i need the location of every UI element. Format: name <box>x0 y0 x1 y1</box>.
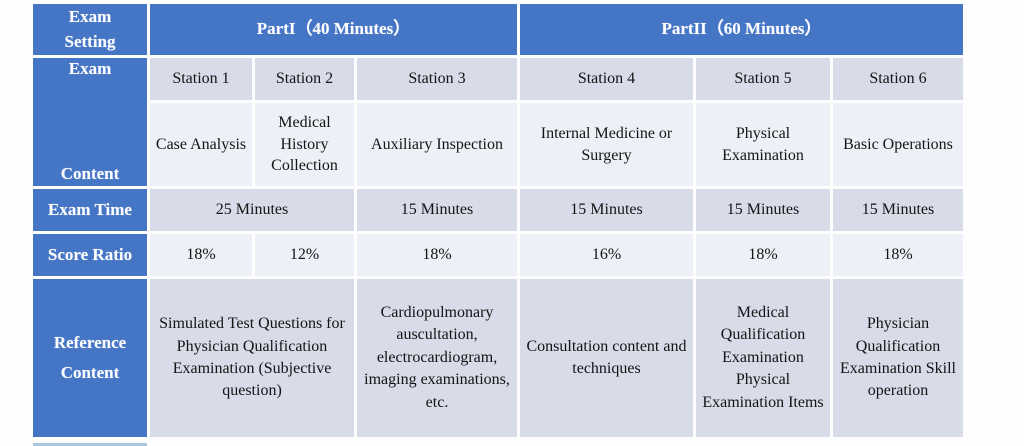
row-header-exam-time: Exam Time <box>33 189 147 231</box>
station-1-header: Station 1 <box>150 58 252 100</box>
station-5-header: Station 5 <box>696 58 830 100</box>
exam-schedule-table: Exam Setting PartI（40 Minutes） PartII（60… <box>33 4 963 437</box>
part2-header: PartII（60 Minutes） <box>520 4 963 55</box>
reference-stations-1-2: Simulated Test Questions for Physician Q… <box>150 279 354 437</box>
row-header-exam-content: Exam Content <box>33 58 147 186</box>
time-station-4: 15 Minutes <box>520 189 693 231</box>
row-header-score-ratio: Score Ratio <box>33 234 147 276</box>
content-station-4: Internal Medicine or Surgery <box>520 103 693 186</box>
station-3-header: Station 3 <box>357 58 517 100</box>
score-station-4: 16% <box>520 234 693 276</box>
station-6-header: Station 6 <box>833 58 963 100</box>
content-station-1: Case Analysis <box>150 103 252 186</box>
reference-station-4: Consultation content and techniques <box>520 279 693 437</box>
reference-station-3: Cardiopulmonary auscultation, electrocar… <box>357 279 517 437</box>
score-station-2: 12% <box>255 234 354 276</box>
time-station-3: 15 Minutes <box>357 189 517 231</box>
content-station-6: Basic Operations <box>833 103 963 186</box>
reference-station-5: Medical Qualification Examination Physic… <box>696 279 830 437</box>
time-station-5: 15 Minutes <box>696 189 830 231</box>
station-4-header: Station 4 <box>520 58 693 100</box>
content-station-5: Physical Examination <box>696 103 830 186</box>
time-station-6: 15 Minutes <box>833 189 963 231</box>
corner-header-exam-setting: Exam Setting <box>33 4 147 55</box>
part1-header: PartI（40 Minutes） <box>150 4 517 55</box>
content-station-2: Medical History Collection <box>255 103 354 186</box>
content-station-3: Auxiliary Inspection <box>357 103 517 186</box>
time-stations-1-2: 25 Minutes <box>150 189 354 231</box>
score-station-3: 18% <box>357 234 517 276</box>
score-station-1: 18% <box>150 234 252 276</box>
score-station-6: 18% <box>833 234 963 276</box>
reference-station-6: Physician Qualification Examination Skil… <box>833 279 963 437</box>
score-station-5: 18% <box>696 234 830 276</box>
station-2-header: Station 2 <box>255 58 354 100</box>
row-header-reference-content: Reference Content <box>33 279 147 437</box>
cropped-next-row-sliver <box>33 443 147 446</box>
